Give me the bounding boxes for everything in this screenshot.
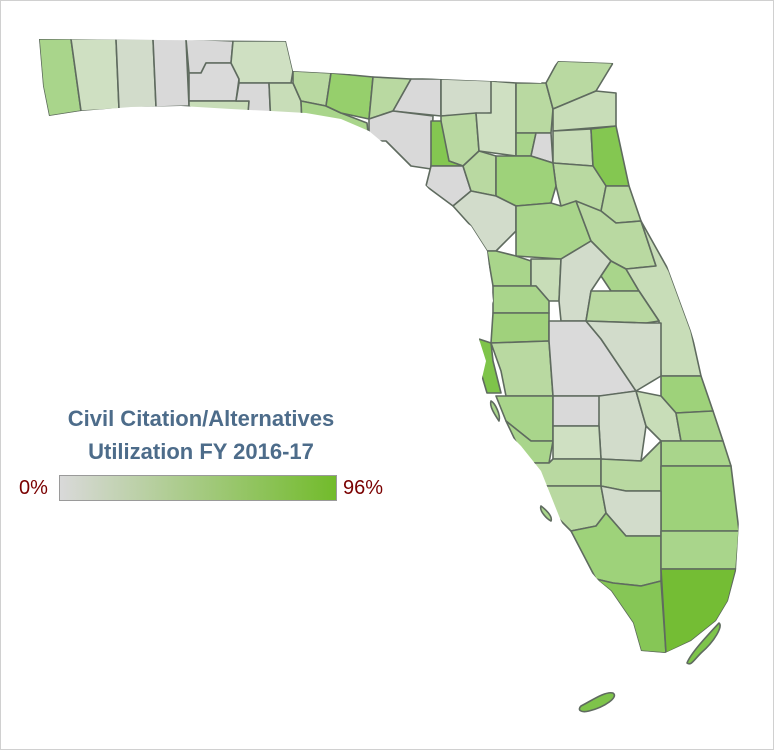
county-manatee <box>495 395 554 442</box>
county-gulf <box>246 125 280 180</box>
legend-max-label: 96% <box>343 477 384 499</box>
county-monroe-keys-west <box>578 691 616 713</box>
county-alachua <box>495 155 557 207</box>
county-hamilton <box>440 78 497 117</box>
county-miami-dade <box>660 568 737 653</box>
county-pasco <box>490 312 550 344</box>
county-palm-beach <box>660 465 739 532</box>
county-jackson <box>230 40 294 84</box>
map-title-line-2: Utilization FY 2016-17 <box>88 439 314 464</box>
county-bay <box>188 100 250 152</box>
county-desoto <box>552 425 602 460</box>
legend-min-label: 0% <box>19 477 48 499</box>
county-clay <box>552 128 594 167</box>
county-okaloosa <box>115 39 157 110</box>
county-monroe-keys <box>686 622 721 665</box>
county-duval <box>552 90 617 132</box>
county-leon <box>325 72 374 120</box>
county-broward <box>660 530 739 570</box>
county-taylor <box>368 110 434 170</box>
county-franklin <box>272 145 342 180</box>
county-martin <box>660 440 732 467</box>
county-lee <box>540 485 607 532</box>
county-st-lucie <box>675 410 724 442</box>
county-baker <box>515 82 554 134</box>
legend-color-scale <box>59 475 337 501</box>
county-charlotte <box>525 458 602 487</box>
county-lafayette <box>430 120 464 167</box>
county-island-sanibel <box>539 505 553 522</box>
county-island-anna-maria <box>489 400 501 422</box>
county-nassau <box>545 60 614 110</box>
county-walton <box>152 39 190 108</box>
county-monroe-mainland <box>595 578 667 653</box>
map-title-line-1: Civil Citation/Alternatives <box>67 406 335 431</box>
county-hardee <box>552 395 602 427</box>
